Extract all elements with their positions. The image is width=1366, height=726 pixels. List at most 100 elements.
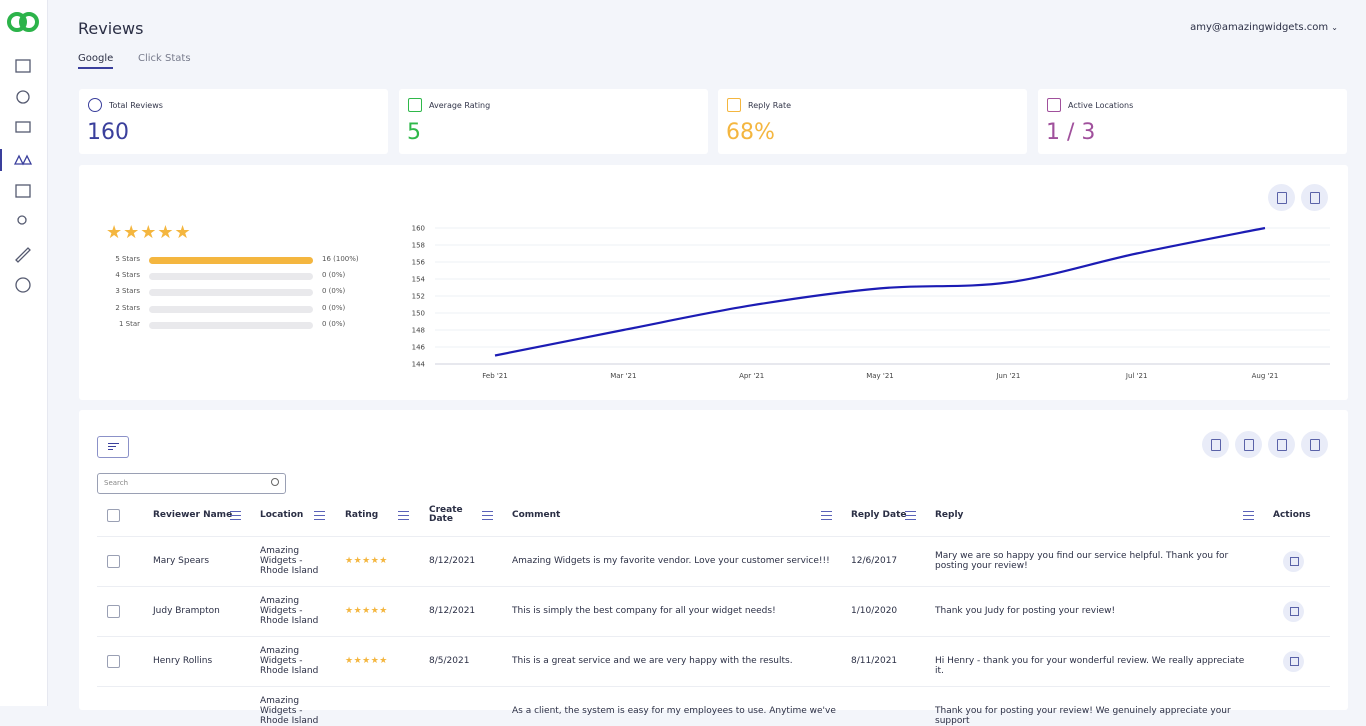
stat-icon xyxy=(408,98,422,112)
user-email: amy@amazingwidgets.com xyxy=(1190,22,1329,33)
tab[interactable]: Click Stats xyxy=(138,53,191,64)
edit-button[interactable] xyxy=(1283,601,1304,622)
column-header[interactable]: Rating xyxy=(345,510,379,520)
y-tick-label: 152 xyxy=(412,293,425,301)
column-menu[interactable] xyxy=(482,511,493,520)
stat-card: Reply Rate 68% xyxy=(718,89,1027,154)
checkbox[interactable] xyxy=(107,555,120,568)
rating-track xyxy=(149,305,313,313)
reply: Thank you Judy for posting your review! xyxy=(935,606,1116,616)
row-divider xyxy=(97,586,1330,587)
rating-value-label: 0 (0%) xyxy=(322,303,346,312)
stat-value: 68% xyxy=(726,120,775,145)
location: Amazing Widgets - Rhode Island xyxy=(260,546,319,576)
logo xyxy=(19,12,39,32)
chat-icon[interactable] xyxy=(15,121,31,133)
reviews-icon[interactable] xyxy=(13,154,33,166)
y-tick-label: 156 xyxy=(412,259,426,267)
reply-date: 12/6/2017 xyxy=(851,556,898,566)
briefcase-icon[interactable] xyxy=(15,184,31,198)
column-menu[interactable] xyxy=(1243,511,1254,520)
rating-track xyxy=(149,289,313,297)
comment: Amazing Widgets is my favorite vendor. L… xyxy=(512,556,830,566)
rating-value-label: 0 (0%) xyxy=(322,319,346,328)
checkbox[interactable] xyxy=(107,655,120,668)
calendar-button[interactable] xyxy=(1268,184,1295,211)
rating-bar xyxy=(149,257,313,264)
y-tick-label: 150 xyxy=(412,310,425,318)
column-header[interactable]: Comment xyxy=(512,510,561,520)
line-chart: 144 146 148 150 152 154 156 158 160 Feb '21 Mar '2… xyxy=(412,225,1330,380)
column-header[interactable]: Reviewer Name xyxy=(153,510,233,520)
reply-date: 8/11/2021 xyxy=(851,656,898,666)
y-tick-label: 146 xyxy=(412,344,426,352)
chevron: ⌄ xyxy=(1331,23,1338,32)
print-button[interactable] xyxy=(1301,431,1328,458)
column-header[interactable]: Reply xyxy=(935,510,964,520)
stat-label: Active Locations xyxy=(1068,101,1134,110)
create-date: 8/12/2021 xyxy=(429,556,476,566)
reply: Thank you for posting your review! We ge… xyxy=(935,706,1231,726)
user-menu[interactable]: amy@amazingwidgets.com ⌄ xyxy=(1190,22,1338,33)
column-menu[interactable] xyxy=(821,511,832,520)
x-tick-label: May '21 xyxy=(866,372,894,380)
column-header[interactable]: Reply Date xyxy=(851,510,907,520)
column-menu[interactable] xyxy=(398,511,409,520)
rating-value-label: 16 (100%) xyxy=(322,255,359,263)
clipboard-button[interactable] xyxy=(1235,431,1262,458)
reviewer-name: Mary Spears xyxy=(153,556,210,566)
rating-label: 5 Stars xyxy=(115,255,140,263)
download-button[interactable] xyxy=(1268,431,1295,458)
comment: This is a great service and we are very … xyxy=(512,656,793,666)
clipboard-button[interactable] xyxy=(1301,184,1328,211)
stat-card: Average Rating 5 xyxy=(399,89,708,154)
row-divider xyxy=(97,686,1330,687)
checkbox[interactable] xyxy=(107,509,120,522)
reviewer-name: Judy Brampton xyxy=(153,606,220,616)
calendar-icon[interactable] xyxy=(15,59,31,73)
rating-value-label: 0 (0%) xyxy=(322,271,346,280)
rocket-icon[interactable] xyxy=(15,247,31,263)
rating-label: 3 Stars xyxy=(115,287,140,296)
rating-track xyxy=(149,321,313,329)
edit-button[interactable] xyxy=(1283,651,1304,672)
column-header[interactable]: Create Date xyxy=(429,505,463,524)
y-tick-label: 154 xyxy=(412,276,426,284)
row-divider xyxy=(97,636,1330,637)
column-header[interactable]: Actions xyxy=(1273,510,1311,520)
line-series xyxy=(494,226,1266,357)
sidebar xyxy=(0,0,48,706)
rating-value-label: 0 (0%) xyxy=(322,287,346,296)
column-menu[interactable] xyxy=(230,511,241,520)
users-icon[interactable] xyxy=(17,215,27,225)
reply: Mary we are so happy you find our servic… xyxy=(935,551,1229,571)
stat-label: Reply Rate xyxy=(748,101,792,110)
search-input[interactable]: Search xyxy=(97,473,286,494)
tab-active[interactable]: Google xyxy=(78,53,114,69)
reviewer-name: Henry Rollins xyxy=(153,656,213,666)
location: Amazing Widgets - Rhode Island xyxy=(260,696,319,726)
calendar-button[interactable] xyxy=(1202,431,1229,458)
reply-date: 1/10/2020 xyxy=(851,606,898,616)
y-tick-label: 148 xyxy=(412,327,425,335)
x-tick-label: Aug '21 xyxy=(1252,372,1279,380)
checkbox[interactable] xyxy=(107,605,120,618)
location: Amazing Widgets - Rhode Island xyxy=(260,596,319,626)
table-panel xyxy=(79,410,1348,710)
row-divider xyxy=(97,536,1330,537)
column-menu[interactable] xyxy=(314,511,325,520)
stat-value: 160 xyxy=(87,120,129,145)
y-tick-label: 160 xyxy=(412,225,425,233)
help-icon[interactable] xyxy=(15,277,31,293)
sync-icon[interactable] xyxy=(16,90,30,104)
rating-label: 1 Star xyxy=(118,319,140,328)
stat-label: Total Reviews xyxy=(109,101,163,110)
rating-label: 4 Stars xyxy=(115,271,140,280)
edit-button[interactable] xyxy=(1283,551,1304,572)
column-menu[interactable] xyxy=(905,511,916,520)
stat-card: Total Reviews 160 xyxy=(79,89,388,154)
create-date: 8/12/2021 xyxy=(429,606,476,616)
column-header[interactable]: Location xyxy=(260,510,304,520)
filter-button[interactable] xyxy=(97,436,129,458)
